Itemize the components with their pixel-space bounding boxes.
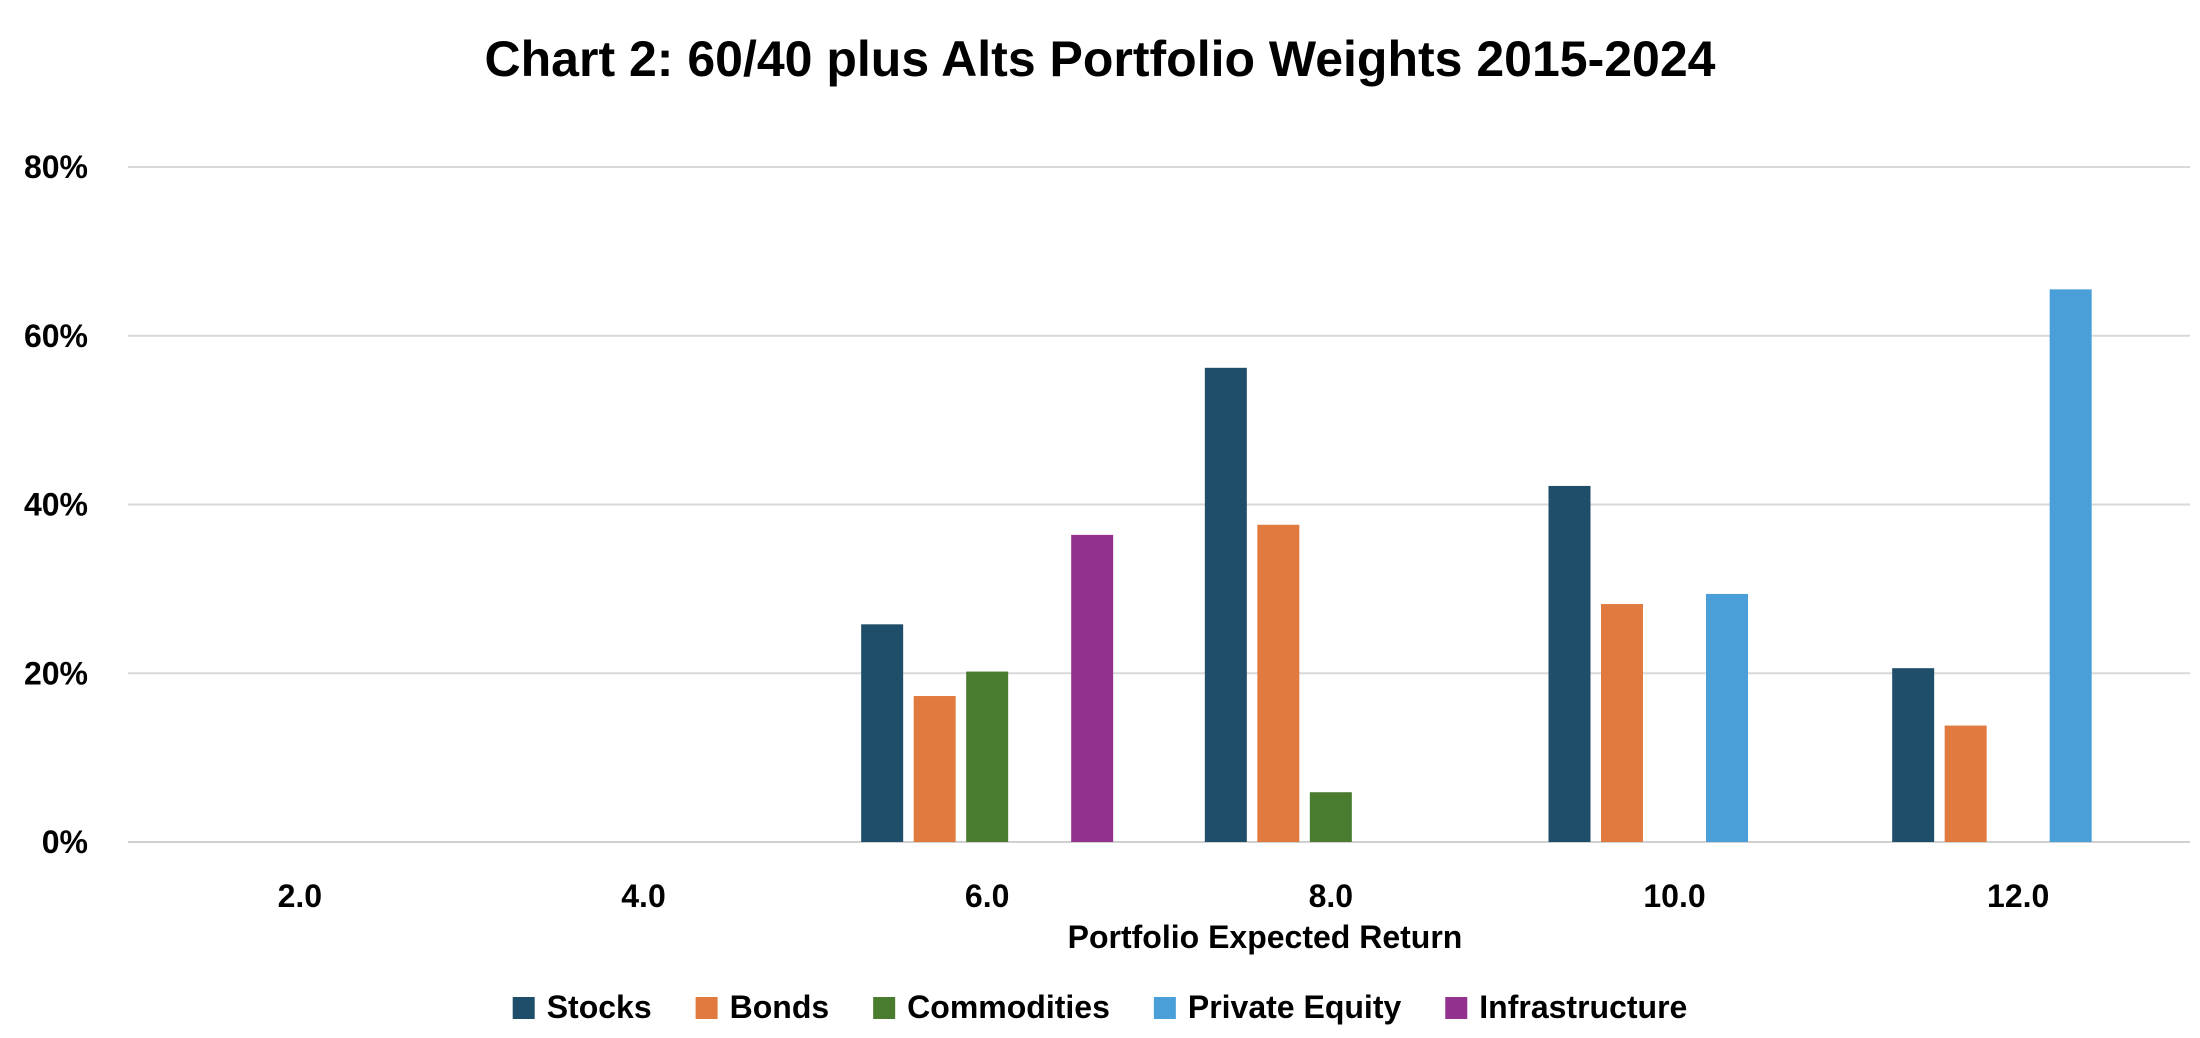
legend: Stocks Bonds Commodities Private Equity Infr…	[512, 989, 1687, 1025]
legend-item: Private Equity	[1153, 989, 1402, 1025]
y-axis-ticks: 0% 20% 40% 60% 80%	[24, 149, 88, 860]
bar-private-equity-12-0	[2049, 289, 2092, 842]
y-tick-label: 0%	[42, 824, 88, 860]
x-tick-label: 8.0	[1309, 878, 1353, 914]
bar-stocks-12-0	[1892, 668, 1935, 842]
gridlines	[128, 166, 2190, 843]
y-tick-label: 20%	[24, 655, 88, 691]
x-axis-ticks: 2.0 4.0 6.0 8.0 10.0 12.0	[278, 878, 2050, 914]
legend-swatch	[873, 997, 896, 1019]
legend-label: Stocks	[547, 989, 652, 1025]
x-axis-label: Portfolio Expected Return	[1068, 919, 1463, 955]
y-tick-label: 40%	[24, 487, 88, 523]
legend-item: Infrastructure	[1445, 989, 1687, 1025]
legend-swatch	[512, 997, 535, 1019]
y-tick-label: 80%	[24, 149, 88, 185]
x-tick-label: 6.0	[965, 878, 1009, 914]
bar-stocks-10-0	[1548, 485, 1591, 842]
legend-swatch	[695, 997, 718, 1019]
legend-item: Commodities	[873, 989, 1110, 1025]
legend-label: Private Equity	[1188, 989, 1402, 1025]
legend-swatch	[1445, 997, 1468, 1019]
legend-item: Bonds	[695, 989, 830, 1025]
legend-label: Bonds	[730, 989, 830, 1025]
legend-item: Stocks	[512, 989, 652, 1025]
x-tick-label: 2.0	[278, 878, 322, 914]
y-tick-label: 60%	[24, 318, 88, 354]
bar-commodities-8-0	[1309, 792, 1352, 842]
bar-bonds-12-0	[1944, 725, 1987, 842]
bar-stocks-8-0	[1204, 367, 1247, 842]
bar-private-equity-10-0	[1706, 593, 1748, 842]
x-tick-label: 4.0	[621, 878, 665, 914]
x-tick-label: 10.0	[1643, 878, 1705, 914]
bars	[861, 289, 2092, 842]
bar-bonds-8-0	[1257, 524, 1300, 842]
chart-title: Chart 2: 60/40 plus Alts Portfolio Weigh…	[485, 31, 1716, 87]
legend-swatch	[1153, 997, 1176, 1019]
legend-label: Commodities	[907, 989, 1110, 1025]
legend-label: Infrastructure	[1479, 989, 1687, 1025]
bar-commodities-6-0	[966, 671, 1009, 842]
bar-infrastructure-6-0	[1071, 534, 1114, 842]
x-tick-label: 12.0	[1987, 878, 2049, 914]
bar-stocks-6-0	[861, 624, 904, 842]
bar-bonds-10-0	[1601, 604, 1643, 842]
bar-bonds-6-0	[913, 696, 956, 842]
